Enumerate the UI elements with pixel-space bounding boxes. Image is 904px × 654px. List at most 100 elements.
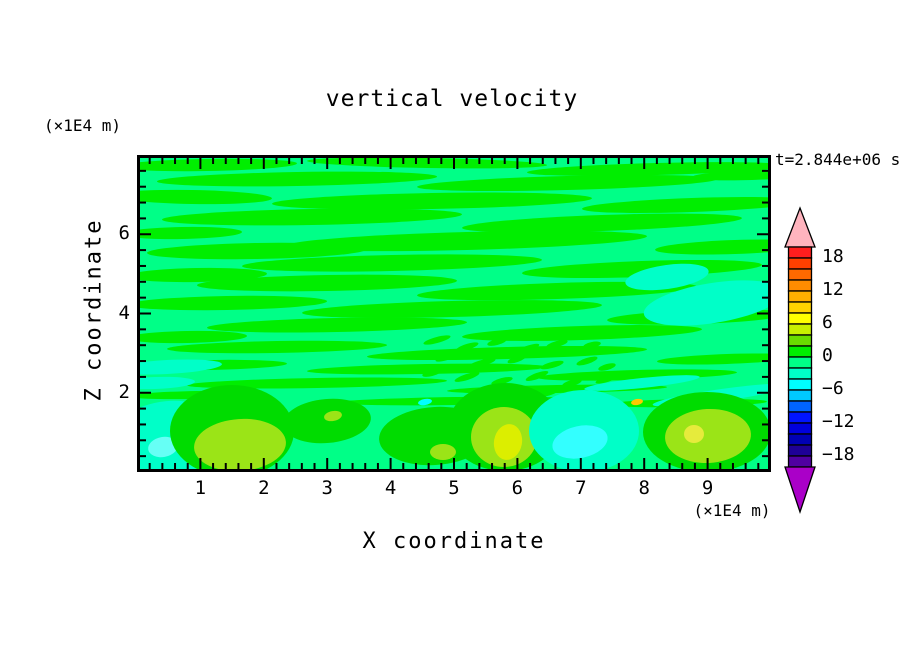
wave-streak (187, 377, 447, 389)
colorbar-band (787, 290, 813, 303)
chart-title: vertical velocity (325, 86, 579, 112)
wave-streak (197, 274, 457, 292)
y-tick-label: 6 (118, 222, 130, 245)
wave-speckle (540, 360, 564, 370)
wave-streak (462, 213, 742, 233)
colorbar-band (787, 246, 813, 259)
contour-blob (643, 280, 771, 326)
colorbar-tick-label: −6 (822, 378, 844, 399)
x-tick-label: 6 (511, 477, 524, 499)
wave-speckle (546, 339, 568, 349)
wave-streak (287, 230, 647, 252)
contour-blob (684, 425, 704, 443)
wave-speckle (423, 335, 451, 345)
contour-blob (584, 375, 700, 391)
x-tick-label: 7 (575, 477, 587, 499)
wave-streak (207, 317, 467, 333)
wave-speckle (454, 372, 480, 382)
contour-blob (665, 408, 751, 464)
x-tick-label: 3 (321, 477, 333, 499)
y-axis-unit-label: (×1E4 m) (44, 116, 122, 135)
wave-streak (137, 226, 242, 240)
colorbar-band (787, 257, 813, 270)
contour-blob (418, 398, 432, 406)
wave-speckle (507, 354, 527, 364)
contour-blob (625, 263, 709, 291)
colorbar-band (787, 389, 813, 402)
x-tick-label: 9 (701, 477, 714, 499)
x-tick-label: 4 (384, 477, 397, 499)
wave-streak (307, 157, 547, 169)
wave-speckle (514, 343, 540, 355)
wave-speckle (583, 341, 601, 349)
colorbar-tick-label: 12 (822, 279, 844, 300)
x-axis-title: X coordinate (362, 529, 546, 554)
wave-speckle (598, 363, 616, 371)
colorbar-tick-label: −12 (822, 411, 855, 432)
time-annotation: t=2.844e+06 s (775, 150, 901, 169)
y-tick-label: 4 (118, 301, 130, 324)
wave-speckle (487, 338, 507, 346)
wave-streak (137, 189, 272, 205)
x-tick-label: 1 (194, 477, 207, 499)
colorbar-over-arrow (784, 206, 816, 248)
colorbar-band (787, 433, 813, 446)
wave-speckle (422, 369, 442, 377)
contour-plot-area (137, 155, 771, 472)
colorbar-band (787, 312, 813, 325)
wave-streak (417, 281, 697, 301)
contour-blob (148, 436, 178, 458)
wave-streak (302, 300, 602, 318)
plot-frame (137, 155, 771, 472)
colorbar-band (787, 422, 813, 435)
wave-streak (657, 353, 771, 365)
contour-blob (631, 398, 643, 406)
colorbar-band (787, 334, 813, 347)
colorbar-band (787, 367, 813, 380)
colorbar-band (787, 279, 813, 292)
x-tick-label: 5 (448, 477, 460, 499)
wave-streak (157, 171, 437, 187)
colorbar-tick-label: 6 (822, 312, 833, 333)
wave-speckle (455, 342, 479, 352)
colorbar-band (787, 345, 813, 358)
wave-streak (162, 208, 462, 226)
wave-streak (307, 363, 547, 375)
wave-speckle (468, 358, 496, 368)
contour-blob (283, 398, 371, 444)
colorbar-band (787, 455, 813, 468)
wave-streak (655, 239, 771, 255)
x-axis-unit-label: (×1E4 m) (693, 501, 771, 520)
wave-speckle (491, 376, 513, 386)
colorbar-band (787, 323, 813, 336)
colorbar-band (787, 444, 813, 457)
colorbar-tick-label: 18 (822, 246, 844, 267)
wave-streak (417, 174, 717, 192)
wave-streak (137, 267, 267, 283)
wave-speckle (576, 356, 598, 366)
wave-speckle (525, 371, 549, 381)
colorbar-band (787, 378, 813, 391)
wave-speckle (595, 374, 619, 384)
wave-streak (137, 295, 327, 311)
wave-streak (242, 254, 542, 272)
wave-streak (137, 330, 247, 344)
x-tick-label: 8 (638, 477, 650, 499)
wave-streak (692, 169, 771, 181)
colorbar-tick-label: −18 (822, 444, 855, 465)
colorbar-band (787, 356, 813, 369)
wave-streak (272, 192, 592, 210)
colorbar (784, 206, 816, 515)
wave-streak (462, 325, 702, 341)
colorbar-band (787, 400, 813, 413)
wave-streak (167, 340, 387, 354)
wave-streak (367, 345, 647, 361)
colorbar-band (787, 411, 813, 424)
wave-speckle (435, 352, 459, 362)
wave-streak (147, 242, 367, 260)
contour-blob (430, 444, 456, 460)
colorbar-under-arrow (784, 466, 816, 515)
wave-speckle (562, 379, 582, 387)
y-tick-label: 2 (118, 380, 130, 403)
